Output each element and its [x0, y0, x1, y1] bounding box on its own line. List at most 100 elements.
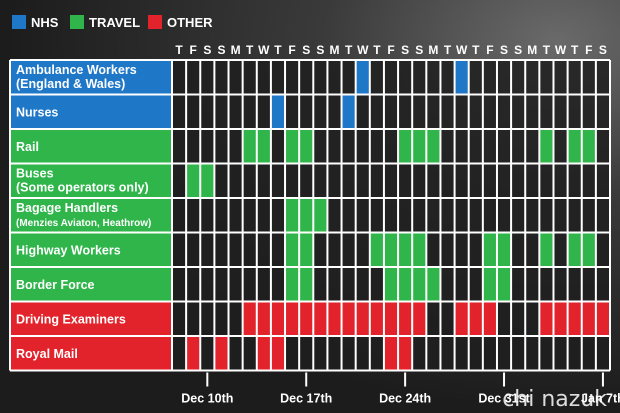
empty-day-cell: [482, 336, 497, 371]
empty-day-cell: [511, 198, 526, 233]
empty-day-cell: [440, 163, 455, 198]
day-letter: F: [486, 43, 493, 57]
day-letter: W: [456, 43, 468, 57]
empty-day-cell: [242, 232, 257, 267]
strike-day-cell: [285, 129, 300, 164]
empty-day-cell: [242, 94, 257, 129]
empty-day-cell: [595, 60, 610, 95]
empty-day-cell: [454, 129, 469, 164]
empty-day-cell: [369, 267, 384, 302]
strike-day-cell: [256, 336, 271, 371]
empty-day-cell: [454, 336, 469, 371]
day-letter: S: [415, 43, 423, 57]
day-letter: W: [357, 43, 369, 57]
empty-day-cell: [581, 336, 596, 371]
empty-day-cell: [228, 94, 243, 129]
empty-day-cell: [567, 60, 582, 95]
empty-day-cell: [539, 60, 554, 95]
empty-day-cell: [242, 163, 257, 198]
strike-day-cell: [285, 301, 300, 336]
day-letter: M: [527, 43, 537, 57]
empty-day-cell: [299, 94, 314, 129]
day-letter: T: [373, 43, 381, 57]
strike-day-cell: [299, 198, 314, 233]
strike-day-cell: [567, 129, 582, 164]
empty-day-cell: [567, 163, 582, 198]
empty-day-cell: [468, 336, 483, 371]
day-letter: S: [203, 43, 211, 57]
day-letter: S: [500, 43, 508, 57]
empty-day-cell: [440, 129, 455, 164]
grid-lines: [9, 59, 611, 372]
empty-day-cell: [256, 267, 271, 302]
empty-day-cell: [511, 94, 526, 129]
empty-day-cell: [426, 60, 441, 95]
empty-day-cell: [172, 60, 187, 95]
day-letter: F: [190, 43, 197, 57]
strike-day-cell: [214, 336, 229, 371]
strike-day-cell: [270, 301, 286, 336]
day-letter: S: [514, 43, 522, 57]
empty-day-cell: [313, 94, 328, 129]
empty-day-cell: [496, 336, 512, 371]
strike-day-cell: [256, 129, 271, 164]
empty-day-cell: [511, 336, 526, 371]
empty-day-cell: [186, 129, 201, 164]
strike-day-cell: [186, 336, 201, 371]
empty-day-cell: [496, 60, 512, 95]
empty-day-cell: [553, 163, 568, 198]
empty-day-cell: [242, 60, 257, 95]
empty-day-cell: [172, 198, 187, 233]
empty-day-cell: [341, 232, 356, 267]
empty-day-cell: [398, 60, 413, 95]
strike-day-cell: [398, 336, 413, 371]
empty-day-cell: [172, 129, 187, 164]
empty-day-cell: [496, 163, 512, 198]
empty-day-cell: [200, 301, 215, 336]
empty-day-cell: [454, 267, 469, 302]
empty-day-cell: [511, 301, 526, 336]
strike-day-cell: [285, 232, 300, 267]
day-letter: S: [599, 43, 607, 57]
empty-day-cell: [525, 129, 540, 164]
empty-day-cell: [454, 198, 469, 233]
empty-day-cell: [313, 129, 328, 164]
empty-day-cell: [595, 129, 610, 164]
date-tick-label: Dec 24th: [379, 392, 431, 406]
strike-day-cell: [567, 232, 582, 267]
row-label: Royal Mail: [16, 347, 78, 361]
empty-day-cell: [256, 163, 271, 198]
empty-day-cell: [426, 232, 441, 267]
empty-day-cell: [355, 336, 370, 371]
strike-day-cell: [454, 301, 469, 336]
empty-day-cell: [581, 60, 596, 95]
empty-day-cell: [440, 267, 455, 302]
date-tick-label: Jan 7th: [581, 392, 620, 406]
empty-day-cell: [355, 94, 370, 129]
empty-day-cell: [383, 163, 399, 198]
empty-day-cell: [525, 336, 540, 371]
empty-day-cell: [468, 198, 483, 233]
strike-day-cell: [383, 267, 399, 302]
empty-day-cell: [200, 232, 215, 267]
empty-day-cell: [383, 94, 399, 129]
strike-day-cell: [313, 301, 328, 336]
empty-day-cell: [525, 301, 540, 336]
empty-day-cell: [313, 336, 328, 371]
strike-day-cell: [383, 232, 399, 267]
strike-day-cell: [595, 301, 610, 336]
empty-day-cell: [172, 336, 187, 371]
empty-day-cell: [200, 336, 215, 371]
empty-day-cell: [313, 232, 328, 267]
strike-day-cell: [539, 301, 554, 336]
row-label-band: [10, 198, 172, 233]
strike-day-cell: [482, 232, 497, 267]
empty-day-cell: [242, 267, 257, 302]
empty-day-cell: [355, 198, 370, 233]
empty-day-cell: [186, 267, 201, 302]
strike-day-cell: [256, 301, 271, 336]
empty-day-cell: [369, 163, 384, 198]
empty-day-cell: [539, 336, 554, 371]
strike-day-cell: [299, 129, 314, 164]
empty-day-cell: [228, 267, 243, 302]
